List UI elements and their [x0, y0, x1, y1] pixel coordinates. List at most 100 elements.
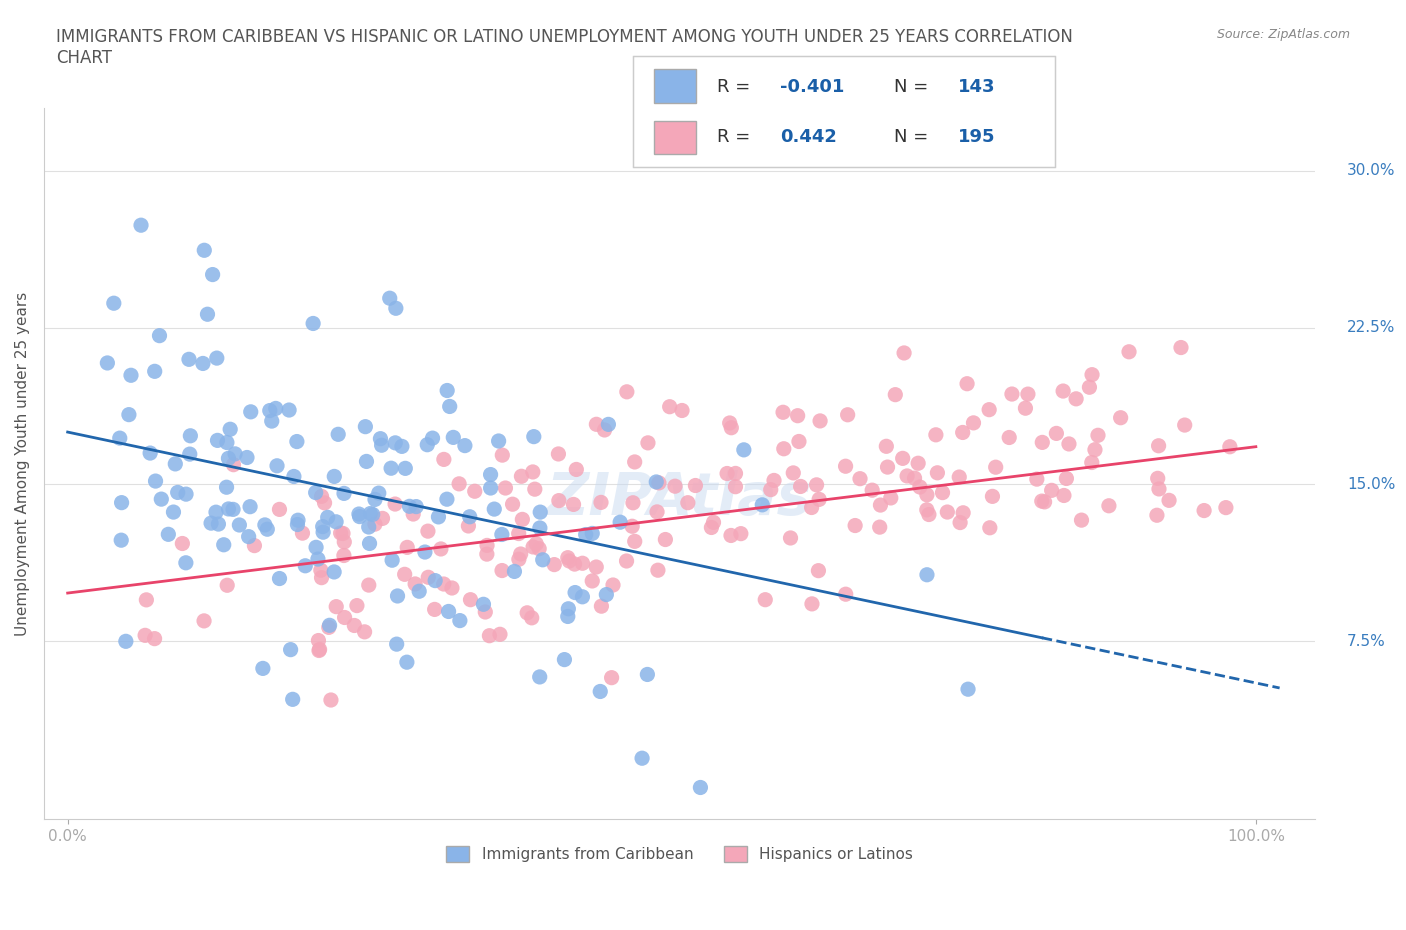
Hispanics or Latinos	[457, 519, 479, 534]
Immigrants from Caribbean	[441, 430, 464, 445]
Hispanics or Latinos	[502, 497, 524, 512]
Hispanics or Latinos	[357, 578, 380, 592]
Immigrants from Caribbean	[479, 467, 502, 482]
Hispanics or Latinos	[860, 483, 883, 498]
Immigrants from Caribbean	[436, 492, 458, 507]
Hispanics or Latinos	[332, 526, 354, 541]
Immigrants from Caribbean	[212, 538, 235, 552]
Hispanics or Latinos	[1053, 488, 1076, 503]
Hispanics or Latinos	[931, 485, 953, 500]
Immigrants from Caribbean	[398, 498, 420, 513]
Hispanics or Latinos	[676, 496, 699, 511]
Immigrants from Caribbean	[589, 684, 612, 699]
Immigrants from Caribbean	[219, 422, 242, 437]
Hispanics or Latinos	[353, 624, 375, 639]
Hispanics or Latinos	[489, 627, 512, 642]
Hispanics or Latinos	[222, 458, 245, 472]
Hispanics or Latinos	[925, 428, 948, 443]
Immigrants from Caribbean	[347, 507, 370, 522]
Hispanics or Latinos	[1118, 344, 1140, 359]
Y-axis label: Unemployment Among Youth under 25 years: Unemployment Among Youth under 25 years	[15, 291, 30, 635]
Hispanics or Latinos	[724, 479, 747, 494]
Hispanics or Latinos	[134, 628, 156, 643]
Immigrants from Caribbean	[575, 527, 598, 542]
Hispanics or Latinos	[589, 495, 612, 510]
Text: N =: N =	[894, 78, 934, 96]
Hispanics or Latinos	[772, 442, 794, 457]
Hispanics or Latinos	[394, 567, 416, 582]
Hispanics or Latinos	[1170, 340, 1192, 355]
Hispanics or Latinos	[474, 604, 496, 619]
Hispanics or Latinos	[430, 541, 453, 556]
Hispanics or Latinos	[1070, 512, 1092, 527]
Hispanics or Latinos	[509, 547, 531, 562]
Hispanics or Latinos	[269, 502, 291, 517]
Hispanics or Latinos	[1081, 455, 1104, 470]
Immigrants from Caribbean	[239, 405, 262, 419]
Immigrants from Caribbean	[733, 443, 755, 458]
Immigrants from Caribbean	[238, 529, 260, 544]
Immigrants from Caribbean	[287, 512, 309, 527]
Immigrants from Caribbean	[529, 521, 551, 536]
Hispanics or Latinos	[217, 578, 239, 592]
Hispanics or Latinos	[844, 518, 866, 533]
Hispanics or Latinos	[702, 515, 724, 530]
Hispanics or Latinos	[508, 526, 530, 541]
Hispanics or Latinos	[433, 452, 456, 467]
Hispanics or Latinos	[522, 539, 544, 554]
Hispanics or Latinos	[918, 507, 941, 522]
FancyBboxPatch shape	[654, 121, 696, 154]
Immigrants from Caribbean	[915, 567, 938, 582]
Hispanics or Latinos	[591, 599, 613, 614]
Immigrants from Caribbean	[139, 445, 162, 460]
Hispanics or Latinos	[896, 469, 918, 484]
Hispanics or Latinos	[1014, 401, 1036, 416]
Immigrants from Caribbean	[385, 300, 408, 315]
Immigrants from Caribbean	[391, 439, 413, 454]
Immigrants from Caribbean	[491, 527, 513, 542]
Hispanics or Latinos	[1033, 495, 1056, 510]
Immigrants from Caribbean	[256, 522, 278, 537]
Hispanics or Latinos	[1087, 428, 1109, 443]
Hispanics or Latinos	[593, 422, 616, 437]
Hispanics or Latinos	[720, 528, 742, 543]
Hispanics or Latinos	[623, 455, 645, 470]
Immigrants from Caribbean	[531, 552, 554, 567]
Hispanics or Latinos	[371, 511, 394, 525]
Hispanics or Latinos	[808, 414, 831, 429]
Immigrants from Caribbean	[323, 565, 346, 579]
Immigrants from Caribbean	[285, 434, 308, 449]
Text: 30.0%: 30.0%	[1347, 164, 1396, 179]
Hispanics or Latinos	[333, 548, 356, 563]
Immigrants from Caribbean	[260, 414, 283, 429]
Hispanics or Latinos	[772, 405, 794, 419]
Hispanics or Latinos	[510, 469, 533, 484]
Hispanics or Latinos	[1146, 508, 1168, 523]
Text: 15.0%: 15.0%	[1347, 477, 1395, 492]
Text: 7.5%: 7.5%	[1347, 633, 1386, 648]
Immigrants from Caribbean	[200, 516, 222, 531]
Immigrants from Caribbean	[956, 682, 979, 697]
Immigrants from Caribbean	[323, 469, 346, 484]
Hispanics or Latinos	[763, 473, 786, 488]
Hispanics or Latinos	[782, 466, 804, 481]
Immigrants from Caribbean	[356, 454, 378, 469]
Hispanics or Latinos	[891, 451, 914, 466]
Hispanics or Latinos	[671, 403, 693, 418]
Text: 143: 143	[957, 78, 995, 96]
Hispanics or Latinos	[884, 387, 907, 402]
Hispanics or Latinos	[616, 384, 638, 399]
Immigrants from Caribbean	[636, 667, 658, 682]
Hispanics or Latinos	[475, 538, 498, 552]
Immigrants from Caribbean	[281, 692, 304, 707]
Immigrants from Caribbean	[252, 661, 274, 676]
Hispanics or Latinos	[1052, 383, 1074, 398]
Hispanics or Latinos	[952, 425, 974, 440]
Hispanics or Latinos	[1040, 483, 1063, 498]
Hispanics or Latinos	[524, 537, 547, 551]
Immigrants from Caribbean	[387, 589, 409, 604]
Immigrants from Caribbean	[413, 545, 436, 560]
Immigrants from Caribbean	[179, 429, 201, 444]
Text: -0.401: -0.401	[780, 78, 845, 96]
Hispanics or Latinos	[915, 487, 938, 502]
